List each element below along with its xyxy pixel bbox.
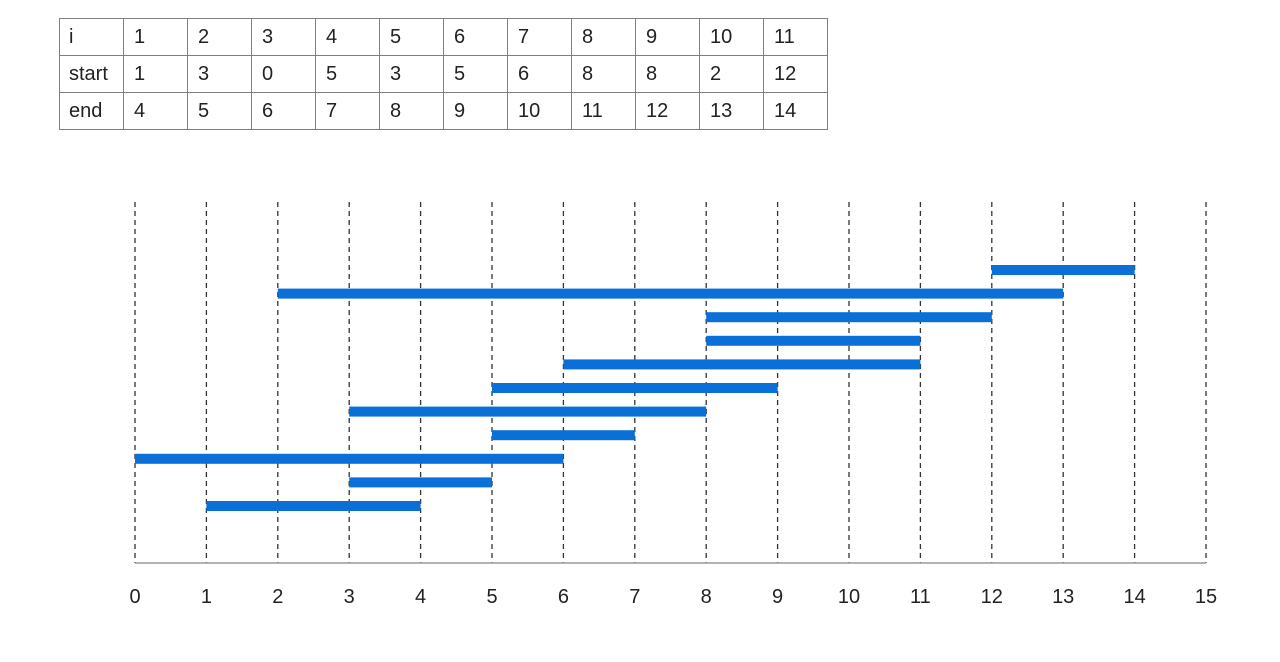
tick-label: 9 (772, 586, 783, 608)
tick-label: 13 (1052, 586, 1074, 608)
interval-bar (135, 453, 564, 464)
table-cell: 11 (763, 18, 828, 56)
interval-bar (706, 335, 921, 346)
interval-bar (349, 406, 707, 417)
tick-label: 4 (415, 586, 426, 608)
table-cell: 14 (763, 92, 828, 130)
table-cell: 2 (699, 55, 764, 93)
table-cell: 9 (635, 18, 700, 56)
tick-label: 8 (701, 586, 712, 608)
tick-label: 6 (558, 586, 569, 608)
tick-label: 7 (629, 586, 640, 608)
row-header: i (59, 18, 124, 56)
interval-bars (135, 265, 1135, 511)
table-cell: 13 (699, 92, 764, 130)
table-cell: 11 (571, 92, 636, 130)
interval-bar (206, 501, 421, 511)
tick-label: 14 (1123, 586, 1145, 608)
tick-label: 1 (201, 586, 212, 608)
interval-table: i 1 2 3 4 5 6 7 8 9 10 11 start 1 3 0 5 3 5 6 8 8 2 12 end 4 5 6 7 8 9… (59, 18, 828, 130)
grid-lines (134, 202, 1207, 563)
tick-label: 2 (272, 586, 283, 608)
table-row: start 1 3 0 5 3 5 6 8 8 2 12 (59, 55, 828, 93)
table-cell: 4 (315, 18, 380, 56)
tick-label: 15 (1195, 586, 1217, 608)
table-cell: 10 (507, 92, 572, 130)
tick-label: 10 (838, 586, 860, 608)
tick-label: 11 (910, 586, 931, 608)
tick-label: 5 (486, 586, 497, 608)
tick-labels: 0 1 2 3 4 5 6 7 8 9 10 11 12 13 14 15 (129, 586, 1217, 608)
interval-bar (563, 359, 921, 370)
table-row: i 1 2 3 4 5 6 7 8 9 10 11 (59, 18, 828, 56)
interval-bar (277, 288, 1064, 299)
table-cell: 12 (635, 92, 700, 130)
tick-label: 0 (129, 586, 140, 608)
row-header: end (59, 92, 124, 130)
interval-bar (706, 312, 992, 323)
tick-label: 3 (344, 586, 355, 608)
tick-label: 12 (981, 586, 1003, 608)
table-cell: 4 (123, 92, 188, 130)
table-cell: 5 (379, 18, 444, 56)
interval-bar (492, 383, 778, 393)
table-cell: 6 (251, 92, 316, 130)
table-cell: 5 (187, 92, 252, 130)
interval-bar (492, 430, 635, 441)
interval-bar (349, 477, 492, 488)
table-cell: 5 (315, 55, 380, 93)
table-row: end 4 5 6 7 8 9 10 11 12 13 14 (59, 92, 828, 130)
table-body: i 1 2 3 4 5 6 7 8 9 10 11 start 1 3 0 5 3 5 6 8 8 2 12 end 4 5 6 7 8 9… (59, 18, 828, 130)
interval-bar (991, 265, 1135, 275)
